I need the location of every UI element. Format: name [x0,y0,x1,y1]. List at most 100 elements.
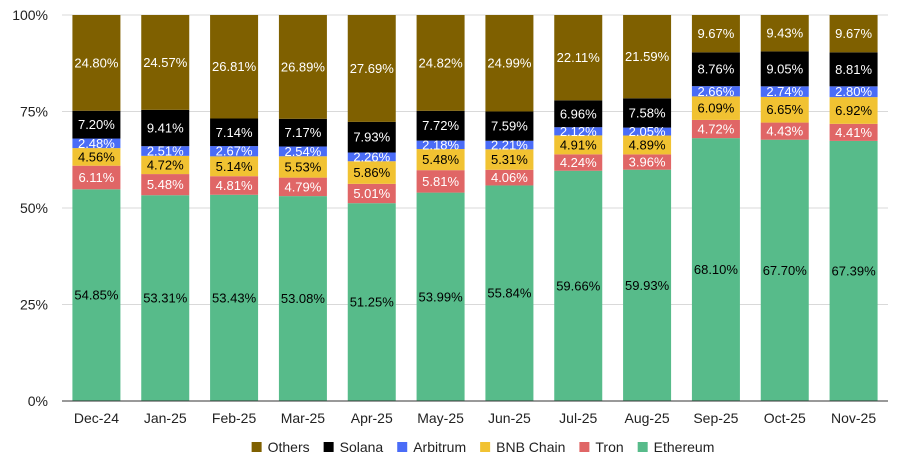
bar-segment [691,52,740,87]
data-label: 2.51% [147,144,184,159]
bar-segment [829,123,878,141]
legend-label: Tron [595,439,623,455]
data-label: 27.69% [350,61,395,76]
bar-segment [278,118,327,147]
data-label: 4.43% [766,124,803,139]
bar-segment [210,15,259,119]
data-label: 24.99% [487,56,532,71]
data-label: 4.79% [284,179,321,194]
legend-swatch [323,442,334,452]
bar-segment [278,177,327,197]
x-tick-label: Dec-24 [74,410,119,426]
data-label: 6.09% [697,101,734,116]
legend-swatch [579,442,590,452]
legend-label: Solana [340,439,384,455]
bar-segment [141,155,190,175]
bar-segment [623,98,672,128]
bar-segment [347,15,396,122]
bar-segment [623,127,672,136]
data-label: 55.84% [487,286,532,301]
data-label: 5.14% [216,159,253,174]
legend-swatch [480,442,491,452]
bar-segment [623,15,672,99]
bar-segment [829,140,878,401]
bar-segment [554,100,603,128]
bar-segment [691,86,740,97]
data-label: 2.18% [422,137,459,152]
bar-segment [554,170,603,401]
bar-segment [416,170,465,193]
data-label: 67.39% [832,263,877,278]
bar-segment [416,110,465,141]
bar-segment [623,154,672,170]
data-label: 26.89% [281,59,326,74]
bar-segment [210,146,259,157]
bar-segment [485,185,534,401]
y-tick-label: 0% [28,393,48,409]
gridlines [62,14,888,305]
data-label: 67.70% [763,263,808,278]
bar-segment [347,152,396,162]
bar-segment [485,15,534,112]
data-label: 4.56% [78,149,115,164]
data-label: 2.74% [766,84,803,99]
data-label: 53.99% [419,289,464,304]
data-label: 4.24% [560,155,597,170]
data-label: 7.17% [284,125,321,140]
data-label: 7.14% [216,125,253,140]
bar-segment [72,148,121,166]
x-tick-label: Nov-25 [831,410,876,426]
bar-segment [278,156,327,178]
data-label: 5.31% [491,152,528,167]
data-label: 4.72% [697,122,734,137]
data-label: 7.93% [353,130,390,145]
x-tick-label: Jul-25 [559,410,597,426]
bar-segment [210,194,259,401]
bar-segment [416,149,465,171]
x-tick-label: Oct-25 [764,410,806,426]
bar-segment [141,146,190,156]
bar-segment [829,52,878,87]
bar-segment [210,118,259,147]
data-label: 24.82% [419,55,464,70]
bar-segment [623,135,672,155]
data-label: 8.76% [697,62,734,77]
data-label: 6.96% [560,106,597,121]
data-label: 4.41% [835,125,872,140]
bar-segment [554,127,603,136]
y-tick-label: 25% [20,297,48,313]
bar-segment [72,15,121,111]
legend-label: Others [268,439,310,455]
bar-segment [210,176,259,195]
data-label: 7.20% [78,117,115,132]
bar-segment [141,109,190,147]
x-tick-label: Sep-25 [693,410,738,426]
data-label: 2.26% [353,149,390,164]
data-label: 53.43% [212,290,257,305]
data-label: 59.93% [625,278,670,293]
bar-segment [691,15,740,53]
segment-labels: 54.85% 6.11% 4.56%2.48% 7.20% 24.80% 53.31% 5.… [74,26,876,310]
bar-segment [554,15,603,101]
data-label: 9.43% [766,26,803,41]
bar-segment [278,196,327,401]
y-tick-label: 50% [20,200,48,216]
legend-swatch [637,442,648,452]
legend-swatch [251,442,262,452]
bar-segment [554,154,603,171]
data-label: 5.48% [147,177,184,192]
bar-segment [554,135,603,155]
data-label: 5.01% [353,186,390,201]
data-label: 2.67% [216,144,253,159]
x-tick-label: Jun-25 [488,410,531,426]
x-tick-label: Feb-25 [212,410,257,426]
legend-label: Arbitrum [413,439,466,455]
bar-segment [485,149,534,170]
data-label: 5.86% [353,165,390,180]
bar-segment [141,195,190,401]
data-label: 2.54% [284,144,321,159]
data-label: 6.65% [766,102,803,117]
bar-segment [416,192,465,401]
legend: Others Solana Arbitrum BNB Chain Tron Ethereu… [251,439,714,455]
